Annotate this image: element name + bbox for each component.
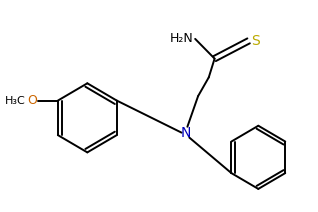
Text: N: N — [180, 126, 190, 140]
Text: H₂N: H₂N — [169, 32, 193, 45]
Text: H₃C: H₃C — [5, 96, 26, 106]
Text: S: S — [252, 34, 260, 48]
Text: O: O — [28, 94, 38, 107]
